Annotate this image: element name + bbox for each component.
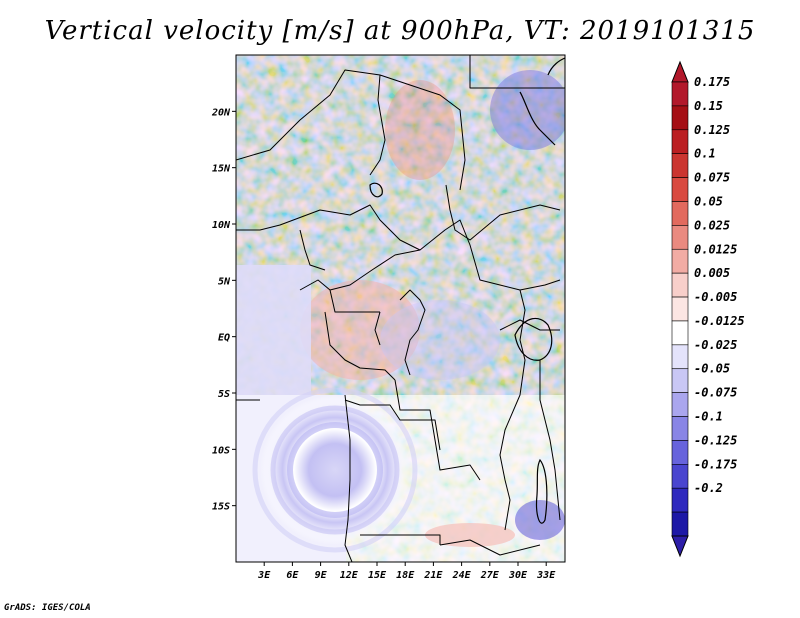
lon-tick-label: 9E	[315, 570, 328, 581]
grads-credit: GrADS: IGES/COLA	[4, 603, 91, 613]
colorbar-label: 0.15	[694, 99, 723, 113]
colorbar-segment	[671, 511, 689, 537]
colorbar: 0.175 0.15 0.125 0.1 0.075 0.05 0.025 0.0125 0.0…	[671, 60, 745, 558]
colorbar-label: -0.05	[694, 362, 730, 376]
colorbar-label: 0.1	[694, 147, 716, 161]
lon-tick-label: 12E	[340, 570, 359, 581]
lon-tick-label: 30E	[508, 570, 528, 581]
colorbar-label: -0.005	[694, 290, 737, 304]
colorbar-segment	[671, 129, 689, 154]
colorbar-label: -0.025	[694, 338, 737, 352]
colorbar-segment	[671, 320, 689, 346]
colorbar-segment	[671, 344, 689, 370]
lat-tick-label: 20N	[211, 107, 231, 118]
colorbar-segment	[671, 201, 689, 226]
lon-tick-label: 15E	[368, 570, 387, 581]
colorbar-label: 0.175	[694, 75, 730, 89]
colorbar-label: 0.075	[694, 171, 730, 185]
colorbar-segment	[671, 272, 689, 298]
lat-tick-label: 5S	[218, 389, 230, 400]
colorbar-segment	[671, 464, 689, 489]
colorbar-label: -0.1	[694, 410, 723, 424]
colorbar-label: 0.025	[694, 218, 730, 232]
colorbar-label: -0.175	[694, 457, 737, 471]
colorbar-segment	[671, 416, 689, 441]
map-title: Vertical velocity [m/s] at 900hPa, VT: 2…	[44, 16, 756, 46]
colorbar-label: -0.075	[694, 386, 737, 400]
lat-tick-label: 15N	[212, 164, 231, 175]
lon-tick-label: 21E	[423, 570, 443, 581]
lon-tick-label: 24E	[452, 570, 472, 581]
lon-tick-label: 27E	[480, 570, 500, 581]
lon-tick-label: 3E	[257, 570, 271, 581]
lon-tick-label: 6E	[286, 570, 299, 581]
colorbar-segment	[671, 105, 689, 131]
colorbar-segment	[671, 225, 689, 250]
colorbar-segment	[671, 153, 689, 178]
colorbar-label: 0.005	[694, 266, 730, 280]
colorbar-label: 0.125	[694, 123, 730, 137]
lat-tick-label: 15S	[212, 502, 230, 513]
longitude-axis: 3E 6E 9E 12E 15E 18E 21E 24E 27E 30E 33E	[257, 562, 556, 581]
map-field	[236, 55, 565, 562]
colorbar-segment	[671, 248, 689, 274]
map-frame	[235, 54, 566, 563]
colorbar-segment	[671, 440, 689, 465]
colorbar-lower-extension	[671, 535, 689, 558]
lat-tick-label: 5N	[218, 276, 231, 287]
colorbar-upper-extension	[671, 60, 689, 83]
colorbar-segment	[671, 487, 689, 513]
lat-tick-label: EQ	[218, 333, 230, 344]
colorbar-label: 0.05	[694, 194, 723, 208]
colorbar-label: -0.125	[694, 433, 737, 447]
colorbar-segment	[671, 392, 689, 417]
colorbar-label: -0.2	[694, 481, 723, 495]
colorbar-label: 0.0125	[694, 242, 737, 256]
colorbar-segment	[671, 368, 689, 393]
colorbar-segment	[671, 177, 689, 202]
colorbar-segment	[671, 81, 689, 107]
colorbar-label: -0.0125	[694, 314, 745, 328]
latitude-axis: 20N 15N 10N 5N EQ 5S 10S 15S	[211, 107, 236, 513]
lat-tick-label: 10N	[212, 220, 231, 231]
lat-tick-label: 10S	[212, 445, 230, 456]
colorbar-segment	[671, 296, 689, 322]
lon-tick-label: 33E	[536, 570, 556, 581]
lon-tick-label: 18E	[396, 570, 415, 581]
